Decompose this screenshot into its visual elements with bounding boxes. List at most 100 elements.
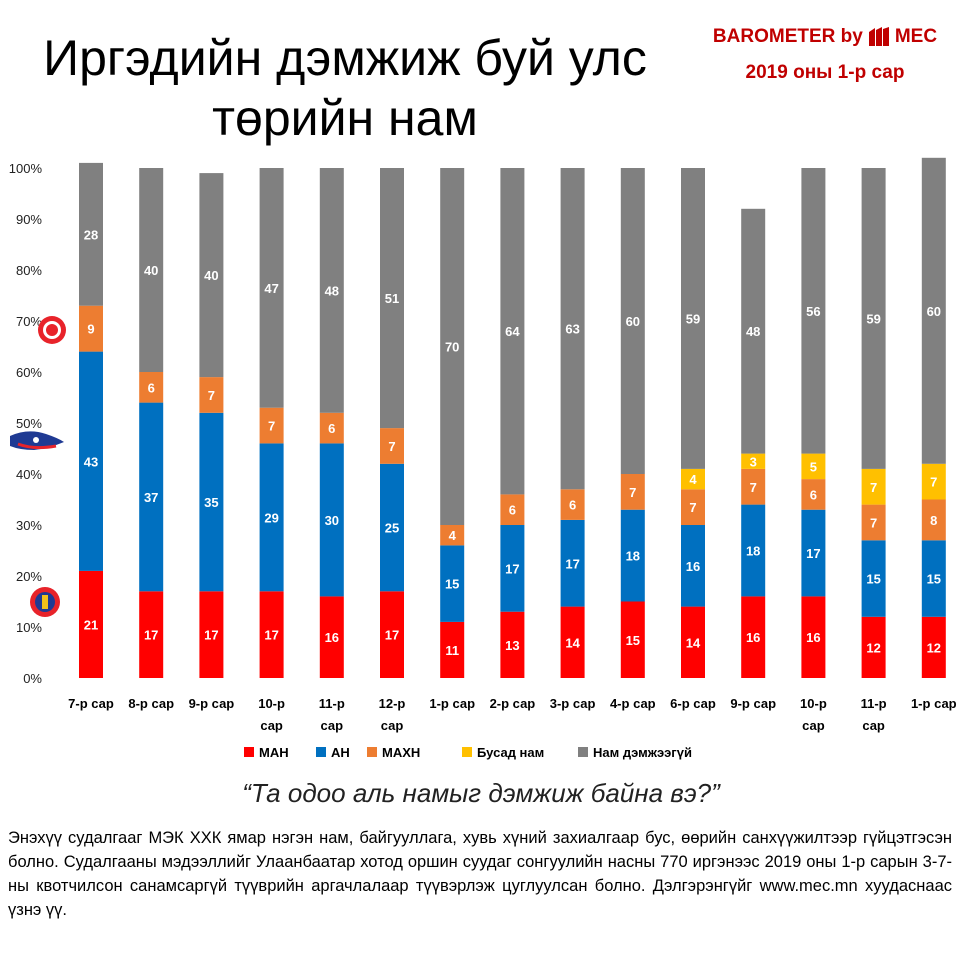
bar-segment: [921, 463, 946, 500]
data-label: 15: [927, 572, 941, 587]
bar-segment: [801, 509, 826, 597]
an-party-icon: [10, 431, 64, 450]
data-label: 15: [626, 633, 640, 648]
legend-label: Бусад нам: [477, 745, 544, 760]
data-label: 7: [750, 480, 757, 495]
bar-segment: [681, 606, 705, 678]
bar-segment: [620, 509, 645, 602]
bar-segment: [440, 168, 465, 525]
bar-segment: [440, 525, 465, 546]
data-label: 21: [84, 617, 98, 632]
survey-period: 2019 оны 1-р сар: [745, 62, 905, 83]
bar-stack: 16 30 6 48: [319, 168, 344, 678]
bar-segment: [681, 489, 705, 525]
legend-item: Бусад нам: [462, 745, 544, 760]
bar-segment: [139, 372, 164, 403]
data-label: 48: [325, 283, 339, 298]
data-label: 56: [806, 304, 820, 319]
bar-segment: [681, 468, 705, 490]
brand-block: BAROMETER by MEC 2019 оны 1-р сар: [700, 26, 950, 84]
legend-label: АН: [331, 745, 350, 760]
y-tick-label: 50%: [16, 416, 42, 431]
data-label: 60: [626, 314, 640, 329]
data-label: 17: [204, 628, 218, 643]
bar-segment: [440, 621, 465, 678]
legend-item: АН: [316, 745, 350, 760]
bar-segment: [259, 591, 284, 678]
data-label: 40: [144, 263, 158, 278]
data-label: 15: [445, 577, 459, 592]
bar-segment: [79, 351, 103, 571]
data-label: 30: [325, 513, 339, 528]
x-tick-label: сар: [260, 718, 283, 733]
bar-segment: [801, 168, 826, 454]
y-tick-label: 0%: [23, 671, 42, 686]
legend-swatch: [244, 747, 254, 757]
x-tick-label: 11-р: [861, 696, 887, 711]
x-tick-label: 2-р сар: [490, 696, 536, 711]
x-tick-label: 10-р: [800, 696, 827, 711]
data-label: 18: [746, 544, 760, 559]
legend-swatch: [578, 747, 588, 757]
data-label: 7: [689, 500, 696, 515]
data-label: 18: [626, 549, 640, 564]
bar-segment: [319, 168, 344, 413]
data-label: 70: [445, 340, 459, 355]
bar-segment: [861, 540, 886, 617]
bar-stack: 16 17 6 5 56: [801, 168, 826, 678]
bar-segment: [741, 453, 766, 469]
bar-segment: [560, 519, 585, 607]
survey-question: “Та одоо аль намыг дэмжиж байна вэ?”: [242, 778, 720, 808]
legend-swatch: [462, 747, 472, 757]
bar-segment: [440, 545, 465, 622]
y-axis: 0% 10% 20% 30% 40% 50% 60% 70% 80% 90% 100%: [9, 161, 43, 686]
bar-segment: [921, 157, 946, 464]
data-label: 29: [264, 510, 278, 525]
bar-segment: [319, 412, 344, 444]
bar-segment: [741, 504, 766, 597]
legend-swatch: [367, 747, 377, 757]
stacked-bar-chart: 0%10%20%30%40%50%60%70%80%90%100% 214392…: [9, 157, 957, 760]
data-label: 25: [385, 521, 399, 536]
chart-title: Иргэдийн дэмжиж буй улс төрийн нам: [20, 28, 670, 148]
mec-logo-icon: [868, 27, 889, 46]
bar-segment: [380, 591, 404, 678]
x-tick-label: 6-р сар: [670, 696, 716, 711]
bar-segment: [741, 208, 766, 454]
bar-segment: [801, 596, 826, 678]
data-label: 35: [204, 495, 218, 510]
bar-stack: 14 16 7 4 59: [681, 168, 705, 678]
brand-prefix: BAROMETER by: [712, 26, 863, 47]
bar-segment: [861, 468, 886, 505]
data-label: 7: [208, 388, 215, 403]
legend-item: Нам дэмжээгүй: [578, 745, 692, 760]
y-tick-label: 60%: [16, 365, 42, 380]
bar-stack: 17 29 7 47: [259, 168, 284, 678]
methodology-note: Энэхүү судалгааг МЭК ХХК ямар нэгэн нам,…: [8, 829, 952, 919]
bar-segment: [861, 168, 886, 469]
data-label: 15: [866, 572, 880, 587]
data-label: 60: [927, 304, 941, 319]
data-label: 64: [505, 324, 520, 339]
x-tick-label: 1-р сар: [429, 696, 475, 711]
data-label: 8: [930, 513, 937, 528]
party-icons: [10, 316, 66, 617]
x-tick-label: 9-р сар: [189, 696, 235, 711]
data-label: 14: [686, 635, 701, 650]
x-axis: 7-р сар 8-р сар 9-р сар 10-р сар 11-р сар 12-р с…: [68, 696, 957, 733]
x-tick-label: 8-р сар: [128, 696, 174, 711]
bar-stack: 21 43 9 28: [79, 162, 103, 678]
data-label: 48: [746, 324, 760, 339]
x-tick-label: 10-р: [258, 696, 285, 711]
data-label: 6: [810, 487, 817, 502]
bar-stack: 17 37 6 40: [139, 168, 164, 678]
bar-stack: 17 35 7 40: [199, 173, 224, 678]
data-label: 7: [629, 485, 636, 500]
data-label: 37: [144, 490, 158, 505]
x-tick-label: сар: [862, 718, 885, 733]
x-tick-label: 12-р: [379, 696, 406, 711]
data-label: 13: [505, 638, 519, 653]
bar-segment: [620, 168, 645, 474]
data-label: 16: [806, 630, 820, 645]
data-label: 5: [810, 459, 817, 474]
